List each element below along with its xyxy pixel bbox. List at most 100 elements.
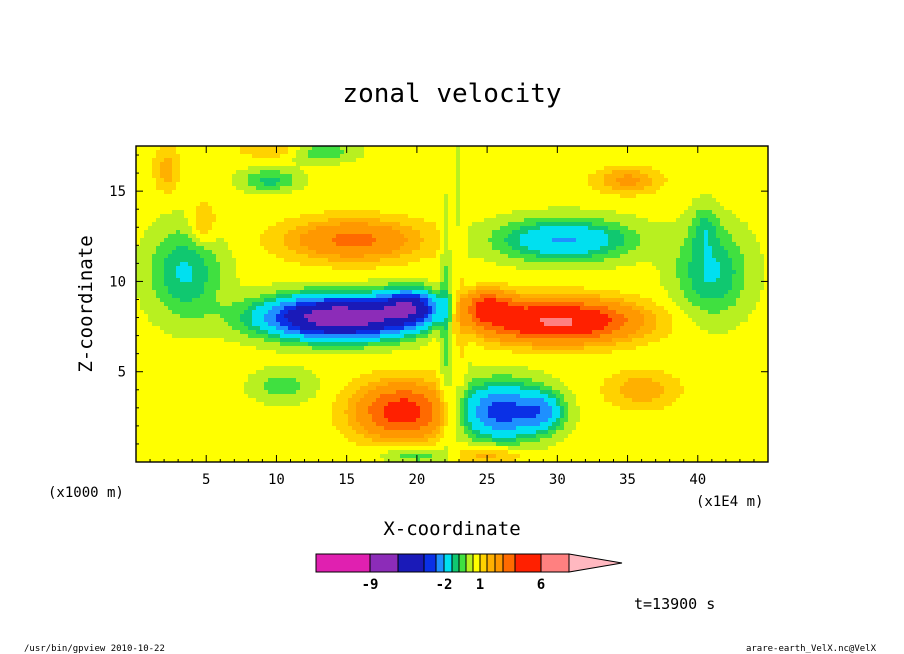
field-cell [344, 166, 349, 171]
field-cell [764, 206, 768, 211]
field-cell [268, 218, 273, 223]
field-cell [596, 242, 601, 247]
field-cell [148, 150, 153, 155]
field-cell [516, 186, 521, 191]
field-cell [168, 214, 173, 219]
field-cell [160, 194, 165, 199]
field-cell [648, 250, 653, 255]
field-cell [172, 162, 177, 167]
field-cell [292, 202, 297, 207]
field-cell [696, 178, 701, 183]
field-cell [692, 190, 697, 195]
field-cell [684, 210, 689, 215]
field-cell [272, 246, 277, 251]
field-cell [224, 214, 229, 219]
field-cell [700, 214, 705, 219]
field-cell [352, 230, 357, 235]
field-cell [688, 170, 693, 175]
field-cell [192, 166, 197, 171]
field-cell [364, 210, 369, 215]
field-cell [188, 162, 193, 167]
field-cell [492, 194, 497, 199]
field-cell [300, 206, 305, 211]
field-cell [376, 254, 381, 259]
field-cell [280, 154, 285, 159]
field-cell [720, 158, 725, 163]
field-cell [600, 262, 605, 267]
field-cell [288, 210, 293, 215]
field-cell [400, 178, 405, 183]
field-cell [304, 166, 309, 171]
field-cell [628, 254, 633, 259]
field-cell [740, 214, 745, 219]
field-cell [404, 218, 409, 223]
field-cell [188, 154, 193, 159]
field-cell [212, 226, 217, 231]
field-cell [740, 186, 745, 191]
field-cell [344, 250, 349, 255]
field-cell [436, 170, 441, 175]
field-cell [552, 242, 557, 247]
field-cell [524, 214, 529, 219]
field-cell [272, 242, 277, 247]
field-cell [408, 150, 413, 155]
field-cell [680, 206, 685, 211]
field-cell [540, 234, 545, 239]
field-cell [268, 242, 273, 247]
field-cell [232, 198, 237, 203]
field-cell [576, 258, 581, 263]
field-cell [492, 162, 497, 167]
field-cell [312, 194, 317, 199]
field-cell [324, 262, 329, 267]
field-cell [560, 186, 565, 191]
field-cell [700, 146, 705, 151]
field-cell [264, 170, 269, 175]
field-cell [388, 206, 393, 211]
field-cell [688, 174, 693, 179]
field-cell [332, 194, 337, 199]
field-cell [568, 230, 573, 235]
field-cell [456, 254, 461, 259]
field-cell [452, 174, 457, 179]
field-cell [256, 182, 261, 187]
field-cell [320, 262, 325, 267]
field-cell [580, 238, 585, 243]
field-cell [624, 202, 629, 207]
field-cell [288, 258, 293, 263]
field-cell [360, 186, 365, 191]
field-cell [612, 234, 617, 239]
field-cell [208, 218, 213, 223]
field-cell [324, 190, 329, 195]
field-cell [304, 158, 309, 163]
field-cell [756, 230, 761, 235]
field-cell [360, 202, 365, 207]
field-cell [632, 146, 637, 151]
field-cell [144, 202, 149, 207]
field-cell [392, 226, 397, 231]
field-cell [488, 198, 493, 203]
field-cell [484, 186, 489, 191]
field-cell [480, 158, 485, 163]
field-cell [528, 206, 533, 211]
field-cell [556, 166, 561, 171]
field-cell [636, 182, 641, 187]
field-cell [164, 234, 169, 239]
field-cell [580, 202, 585, 207]
field-cell [632, 178, 637, 183]
field-cell [452, 210, 457, 215]
field-cell [284, 178, 289, 183]
field-cell [672, 222, 677, 227]
field-cell [344, 242, 349, 247]
field-cell [672, 206, 677, 211]
field-cell [364, 218, 369, 223]
field-cell [680, 186, 685, 191]
field-cell [596, 210, 601, 215]
field-cell [160, 202, 165, 207]
field-cell [556, 258, 561, 263]
field-cell [484, 166, 489, 171]
field-cell [440, 226, 445, 231]
field-cell [628, 258, 633, 263]
field-cell [580, 190, 585, 195]
field-cell [684, 178, 689, 183]
field-cell [760, 166, 765, 171]
